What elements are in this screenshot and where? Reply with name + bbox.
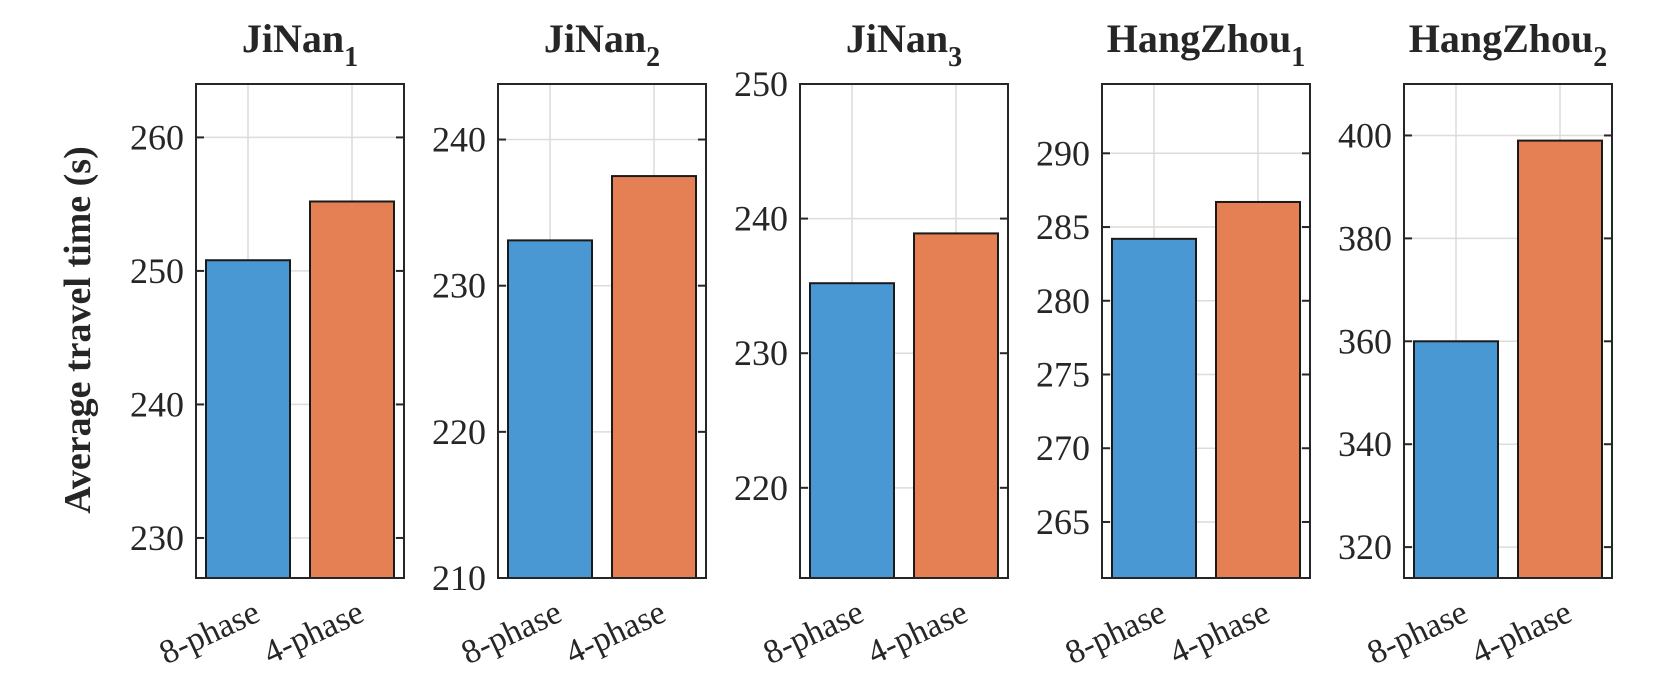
x-tick-label: 4-phase <box>1164 594 1275 672</box>
subplot-title: JiNan3 <box>846 16 962 73</box>
y-tick-label: 250 <box>130 251 184 291</box>
bar-4-phase <box>309 200 395 580</box>
y-tick-label: 360 <box>1338 321 1392 361</box>
y-tick-label: 290 <box>1036 133 1090 173</box>
subplot-title: HangZhou2 <box>1409 16 1608 73</box>
bar-8-phase <box>507 239 593 579</box>
axes-frame <box>497 83 707 579</box>
bar-4-phase <box>1517 139 1603 580</box>
bar-8-phase <box>809 282 895 579</box>
x-tick-label: 4-phase <box>862 594 973 672</box>
bar-8-phase <box>1111 237 1197 579</box>
y-tick-label: 260 <box>130 117 184 157</box>
x-tick-label: 4-phase <box>560 594 671 672</box>
y-tick-label: 265 <box>1036 502 1090 542</box>
axes-frame <box>1403 83 1613 579</box>
y-tick-label: 220 <box>734 468 788 508</box>
subplots: 2302402502608-phase4-phaseJiNan121022023… <box>130 16 1613 672</box>
x-tick-label: 4-phase <box>258 594 369 672</box>
x-tick-label: 8-phase <box>1362 594 1473 672</box>
subplot-title: JiNan2 <box>544 16 660 73</box>
y-tick-label: 285 <box>1036 207 1090 247</box>
axes-frame <box>195 83 405 579</box>
y-tick-label: 280 <box>1036 281 1090 321</box>
bar-4-phase <box>611 175 697 579</box>
bar-4-phase <box>1215 200 1301 579</box>
bar-8-phase <box>1413 340 1499 579</box>
x-tick-label: 8-phase <box>758 594 869 672</box>
y-tick-label: 270 <box>1036 428 1090 468</box>
x-tick-label: 4-phase <box>1466 594 1577 672</box>
axes-frame <box>1101 83 1311 579</box>
subplot-title: JiNan1 <box>242 16 358 73</box>
y-tick-label: 380 <box>1338 218 1392 258</box>
y-axis-label: Average travel time (s) <box>57 146 99 514</box>
bar-4-phase <box>913 232 999 579</box>
y-tick-label: 320 <box>1338 527 1392 567</box>
y-tick-label: 240 <box>130 384 184 424</box>
y-tick-label: 230 <box>130 518 184 558</box>
y-tick-label: 220 <box>432 412 486 452</box>
y-tick-label: 240 <box>734 199 788 239</box>
y-tick-label: 250 <box>734 64 788 104</box>
y-tick-label: 340 <box>1338 424 1392 464</box>
subplot-title: HangZhou1 <box>1107 16 1306 73</box>
x-tick-label: 8-phase <box>1060 594 1171 672</box>
bar-8-phase <box>205 259 291 579</box>
y-tick-label: 275 <box>1036 355 1090 395</box>
y-tick-label: 400 <box>1338 115 1392 155</box>
y-tick-label: 210 <box>432 558 486 598</box>
y-tick-label: 240 <box>432 120 486 160</box>
axes-frame <box>799 83 1009 579</box>
x-tick-label: 8-phase <box>154 594 265 672</box>
x-tick-label: 8-phase <box>456 594 567 672</box>
y-tick-label: 230 <box>432 266 486 306</box>
y-tick-label: 230 <box>734 333 788 373</box>
